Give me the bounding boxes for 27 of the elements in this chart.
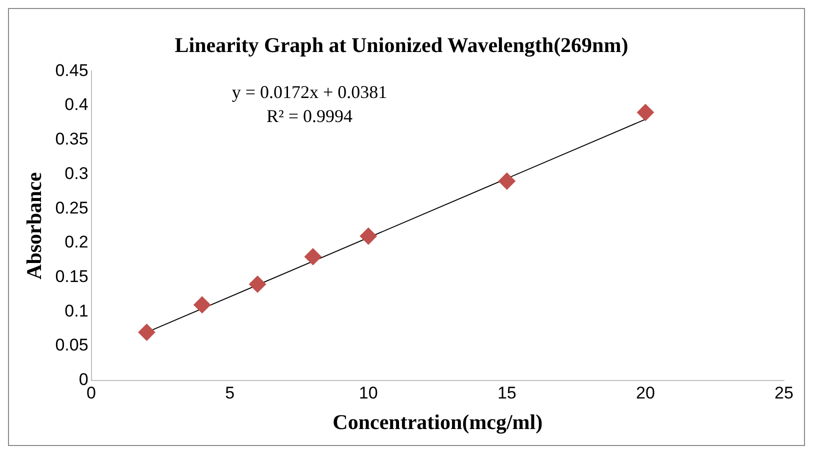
- y-tick-label: 0.45: [55, 60, 88, 80]
- y-tick-label: 0.3: [64, 164, 88, 183]
- x-tick-label: 10: [358, 383, 378, 402]
- annotation: y = 0.0172x + 0.0381: [232, 82, 388, 102]
- y-tick-label: 0.1: [64, 301, 88, 320]
- point: [360, 228, 377, 245]
- x-tick-label: 25: [774, 383, 794, 402]
- point: [304, 248, 322, 266]
- annotation: R² = 0.9994: [266, 106, 353, 126]
- y-tick-label: 0.05: [55, 336, 88, 355]
- x-axis-title: Concentration(mcg/ml): [332, 410, 543, 434]
- y-tick-label: 0.2: [64, 232, 88, 252]
- point: [498, 172, 516, 190]
- point: [249, 276, 266, 293]
- x-tick-label: 20: [636, 383, 655, 402]
- y-tick-label: 0.35: [55, 130, 88, 149]
- x-tick-label: 5: [225, 383, 235, 402]
- point: [194, 296, 211, 314]
- y-tick-label: 0.15: [55, 267, 88, 286]
- y-tick-label: 0.4: [64, 95, 88, 114]
- point: [636, 104, 654, 121]
- y-tick-label: 0.25: [55, 198, 88, 218]
- point: [138, 324, 156, 341]
- y-tick-label: 0: [78, 370, 88, 390]
- x-tick-label: 15: [497, 383, 516, 402]
- chart-title: Linearity Graph at Unionized Wavelength(269nm): [174, 33, 628, 58]
- y-axis-title: Absorbance: [22, 172, 46, 280]
